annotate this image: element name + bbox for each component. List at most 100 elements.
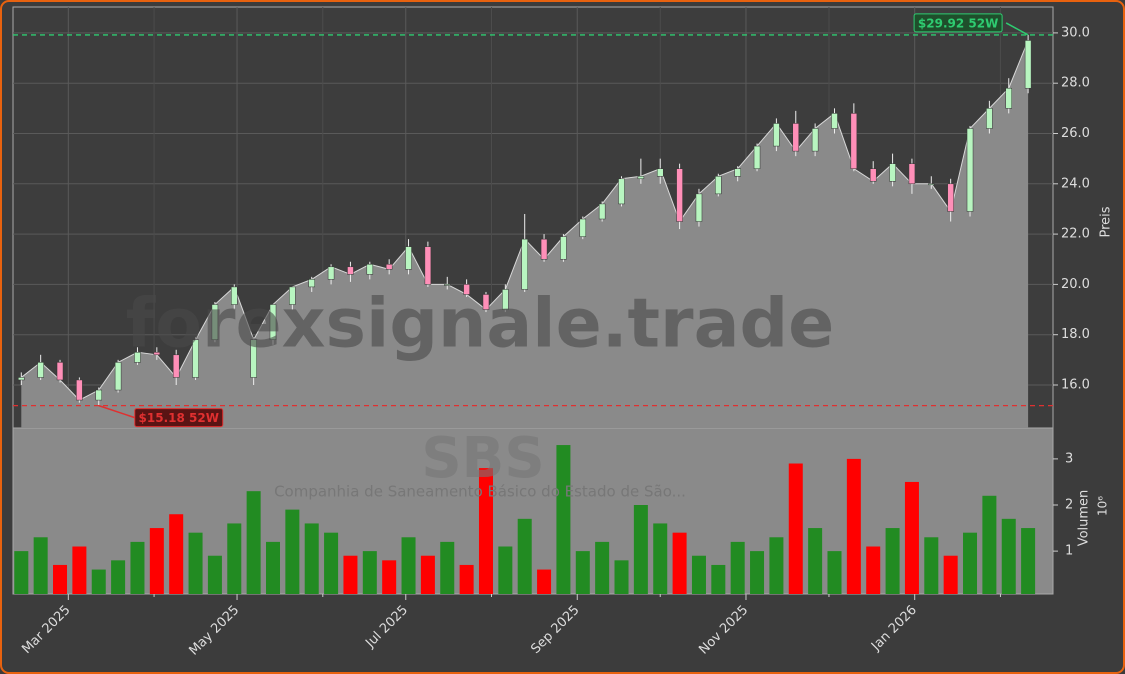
candle-body	[715, 176, 722, 195]
y-tick-label: 22.0	[1061, 227, 1090, 242]
volume-bar	[517, 518, 532, 594]
volume-bar	[459, 564, 474, 594]
volume-bar	[343, 555, 358, 594]
candle-body	[676, 168, 683, 222]
volume-bar	[808, 528, 823, 594]
volume-bar	[266, 541, 280, 594]
volume-bar	[711, 564, 726, 594]
candle-body	[560, 236, 567, 260]
candle-body	[598, 203, 606, 220]
volume-bar	[420, 555, 435, 594]
annotation-label: $29.92 52W	[918, 16, 998, 30]
y2-tick-label: 2	[1065, 498, 1073, 513]
volume-bar	[537, 569, 552, 594]
candle-body	[908, 163, 916, 185]
volume-bar	[149, 528, 164, 594]
volume-multiplier: 10⁶	[1096, 496, 1110, 516]
volume-bar	[304, 523, 319, 594]
volume-bar	[169, 514, 184, 594]
volume-bar	[498, 546, 513, 594]
candle-body	[366, 264, 374, 275]
volume-bar	[362, 551, 377, 594]
candle-body	[656, 168, 664, 177]
volume-bar	[285, 509, 300, 594]
candle-body	[753, 145, 761, 169]
volume-bar	[866, 546, 881, 594]
y-tick-label: 16.0	[1061, 377, 1090, 392]
candle-body	[773, 123, 780, 147]
candle-body	[95, 389, 102, 401]
candle-body	[424, 246, 432, 285]
y-tick-label: 18.0	[1061, 327, 1090, 342]
candle-body	[869, 168, 877, 182]
symbol-watermark: SBS	[421, 426, 544, 491]
candle-body	[289, 286, 296, 305]
volume-bar	[382, 560, 397, 594]
volume-bar	[924, 537, 939, 594]
candle-body	[618, 178, 625, 205]
y2-tick-label: 3	[1065, 451, 1073, 466]
y-tick-label: 20.0	[1061, 277, 1090, 292]
volume-bar	[227, 523, 242, 594]
candle-body	[269, 304, 277, 340]
volume-bar	[53, 564, 68, 594]
candle-body	[889, 163, 896, 182]
y-tick-label: 28.0	[1061, 76, 1090, 91]
candle-body	[192, 339, 199, 378]
candle-body	[734, 168, 741, 177]
candle-body	[811, 128, 819, 152]
candle-body	[831, 113, 838, 129]
candle-body	[1005, 87, 1012, 109]
volume-bar	[943, 555, 958, 594]
volume-bar	[14, 551, 29, 594]
y-tick-label: 26.0	[1061, 126, 1090, 141]
volume-bar	[788, 463, 803, 594]
candle-body	[966, 128, 974, 212]
candle-body	[172, 354, 180, 378]
volume-bar	[324, 532, 339, 594]
volume-bar	[750, 551, 765, 594]
volume-bar	[769, 537, 784, 594]
candle-body	[986, 108, 993, 129]
volume-bar	[72, 546, 87, 594]
candle-body	[134, 352, 141, 363]
volume-bar	[595, 541, 610, 594]
candle-body	[405, 246, 412, 270]
volume-bar	[1001, 518, 1016, 594]
volume-bar	[846, 458, 861, 594]
volume-bar	[672, 532, 687, 594]
candle-body	[1024, 40, 1032, 89]
y-tick-label: 24.0	[1061, 176, 1090, 191]
volume-bar	[827, 551, 842, 594]
volume-bar	[730, 541, 745, 594]
volume-bar	[982, 495, 997, 594]
volume-bar	[478, 468, 493, 594]
candle-body	[250, 339, 257, 378]
watermark: forexsignale.trade	[126, 285, 835, 364]
candle-body	[114, 362, 122, 391]
candle-body	[540, 238, 548, 260]
candle-body	[947, 183, 954, 212]
candle-body	[56, 362, 64, 381]
candle-body	[482, 294, 490, 310]
volume-bar	[130, 541, 145, 594]
volume-bar	[963, 532, 978, 594]
volume-bar	[633, 505, 648, 594]
company-watermark: Companhia de Saneamento Básico do Estado…	[274, 483, 686, 501]
volume-bar	[614, 560, 629, 594]
candle-body	[695, 193, 703, 222]
candle-body	[37, 362, 44, 378]
candle-body	[211, 304, 219, 340]
annotation-arrow	[1005, 22, 1029, 36]
volume-bar	[91, 569, 106, 594]
y2-axis-label: Volumen	[1077, 490, 1092, 547]
y-axis-label: Preis	[1099, 206, 1114, 237]
volume-bar	[207, 555, 222, 594]
volume-bar	[904, 481, 919, 594]
volume-bar	[885, 528, 900, 594]
annotation-arrow	[98, 404, 135, 419]
candle-body	[327, 266, 335, 280]
volume-bar	[653, 523, 668, 594]
volume-bar	[440, 541, 455, 594]
